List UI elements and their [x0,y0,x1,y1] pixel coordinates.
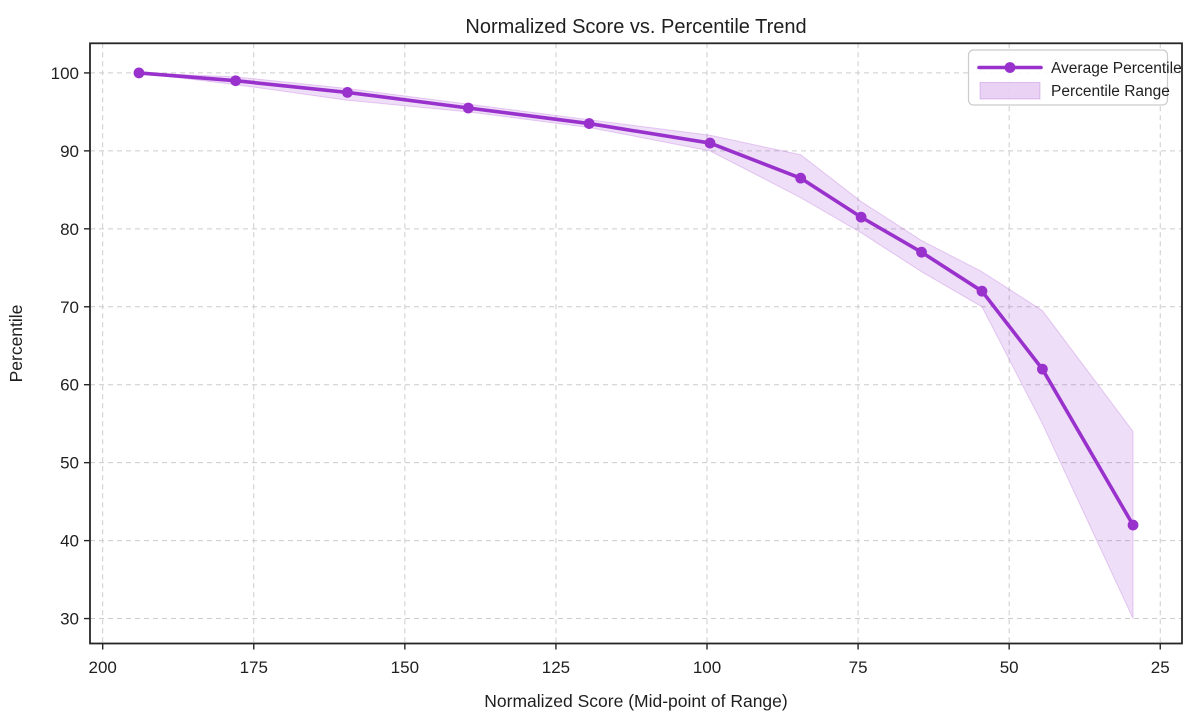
x-axis-label: Normalized Score (Mid-point of Range) [484,691,787,711]
data-point-marker [462,102,474,114]
legend-band-sample [979,82,1041,100]
line-layer [133,67,1139,531]
data-point-marker [976,285,988,297]
average-percentile-line [137,71,1135,527]
legend-box [967,49,1169,106]
data-point-marker [916,246,927,258]
x-tick-label: 125 [542,658,570,677]
data-point-marker [1127,519,1139,531]
data-point-marker [133,67,145,79]
data-point-marker [855,211,867,223]
y-tick-label: 30 [60,610,79,629]
y-tick-label: 90 [60,142,79,161]
data-point-marker [1037,363,1048,375]
data-point-marker [583,118,595,129]
x-tick-label: 150 [391,658,419,677]
data-point-marker [342,87,353,98]
y-tick-label: 50 [60,454,79,473]
legend: Average Percentile Percentile Range [967,49,1182,106]
chart-title: Normalized Score vs. Percentile Trend [465,16,806,38]
band-layer [138,72,1134,619]
x-tick-label: 200 [89,658,117,677]
data-point-marker [230,75,242,87]
tick-layer: 200 175 150 125 100 75 50 25 30 40 50 60 70 80 90 100 [51,64,1170,677]
legend-label-average-percentile: Average Percentile [1051,60,1182,77]
legend-label-percentile-range: Percentile Range [1051,83,1170,100]
x-tick-label: 25 [1151,658,1170,677]
percentile-range-band [138,72,1134,619]
y-tick-label: 70 [60,298,79,317]
y-tick-label: 100 [51,64,79,83]
data-point-marker [795,172,807,184]
legend-marker-sample [1004,62,1016,73]
x-tick-label: 100 [693,658,721,677]
y-tick-label: 60 [60,376,79,395]
x-tick-label: 75 [849,658,868,677]
y-axis-label: Percentile [6,305,26,383]
x-tick-label: 175 [240,658,268,677]
x-tick-label: 50 [1000,658,1019,677]
grid-layer [90,43,1182,644]
data-point-marker [704,137,716,149]
y-tick-label: 40 [60,532,79,551]
plot-frame [89,42,1183,645]
y-tick-label: 80 [60,220,79,239]
